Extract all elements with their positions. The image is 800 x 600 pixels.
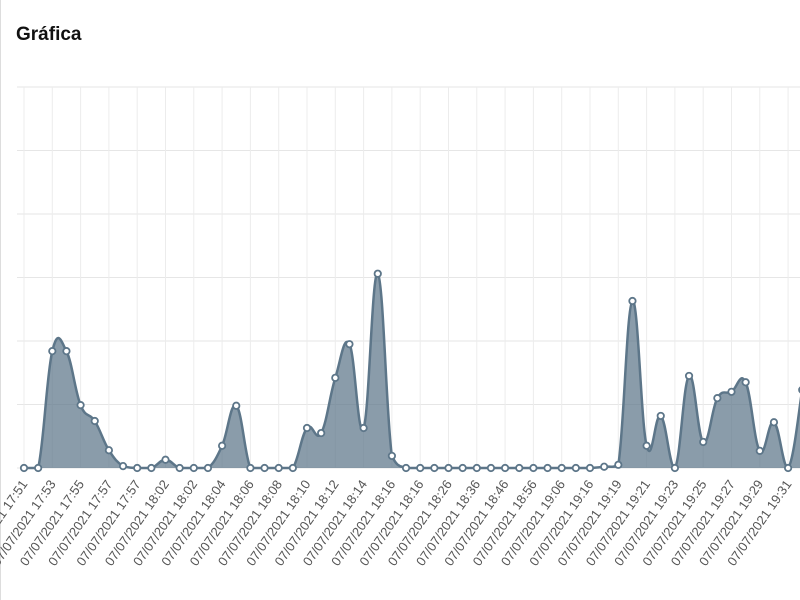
data-point (76, 401, 85, 410)
data-point (48, 347, 57, 356)
data-point (302, 423, 312, 433)
data-point (90, 416, 99, 426)
data-point (331, 373, 340, 382)
data-point (373, 269, 382, 278)
data-point (232, 401, 241, 410)
data-point (401, 463, 411, 473)
data-point (218, 441, 227, 450)
data-point (684, 371, 694, 381)
data-point (317, 428, 326, 438)
data-point (783, 463, 793, 473)
data-point (500, 463, 510, 473)
data-point (585, 463, 595, 473)
data-point (600, 462, 609, 471)
data-point (260, 463, 269, 473)
data-point (656, 411, 665, 421)
data-point (486, 463, 496, 473)
data-point (699, 437, 708, 447)
data-point (189, 463, 198, 473)
data-point (133, 463, 142, 473)
data-point (713, 394, 722, 403)
data-point (118, 461, 128, 471)
data-point (642, 441, 651, 450)
data-point (147, 463, 156, 473)
data-point (430, 463, 439, 473)
data-point (529, 463, 538, 473)
data-point (458, 463, 467, 473)
data-point (359, 423, 368, 433)
data-point (472, 463, 481, 473)
data-point (19, 463, 29, 473)
data-point (104, 446, 114, 455)
data-point (387, 451, 396, 461)
data-point (444, 463, 453, 473)
data-point (571, 463, 580, 473)
data-point (543, 463, 552, 473)
data-point (416, 463, 425, 473)
data-point (203, 463, 213, 473)
data-point (274, 463, 283, 473)
data-point (741, 378, 750, 387)
chart-title: Gráfica (16, 24, 82, 45)
data-point (614, 460, 623, 469)
data-point (62, 347, 71, 356)
data-point (670, 463, 680, 473)
data-point (246, 463, 255, 473)
data-point (628, 296, 637, 306)
area-fill (24, 273, 800, 468)
data-point (161, 455, 170, 464)
data-point (755, 446, 764, 455)
data-point (557, 463, 566, 473)
data-point (345, 340, 354, 349)
data-point (34, 463, 43, 473)
data-point (727, 387, 736, 396)
data-point (175, 463, 184, 473)
data-point (288, 463, 297, 473)
data-point (515, 463, 524, 473)
data-point (769, 418, 779, 427)
